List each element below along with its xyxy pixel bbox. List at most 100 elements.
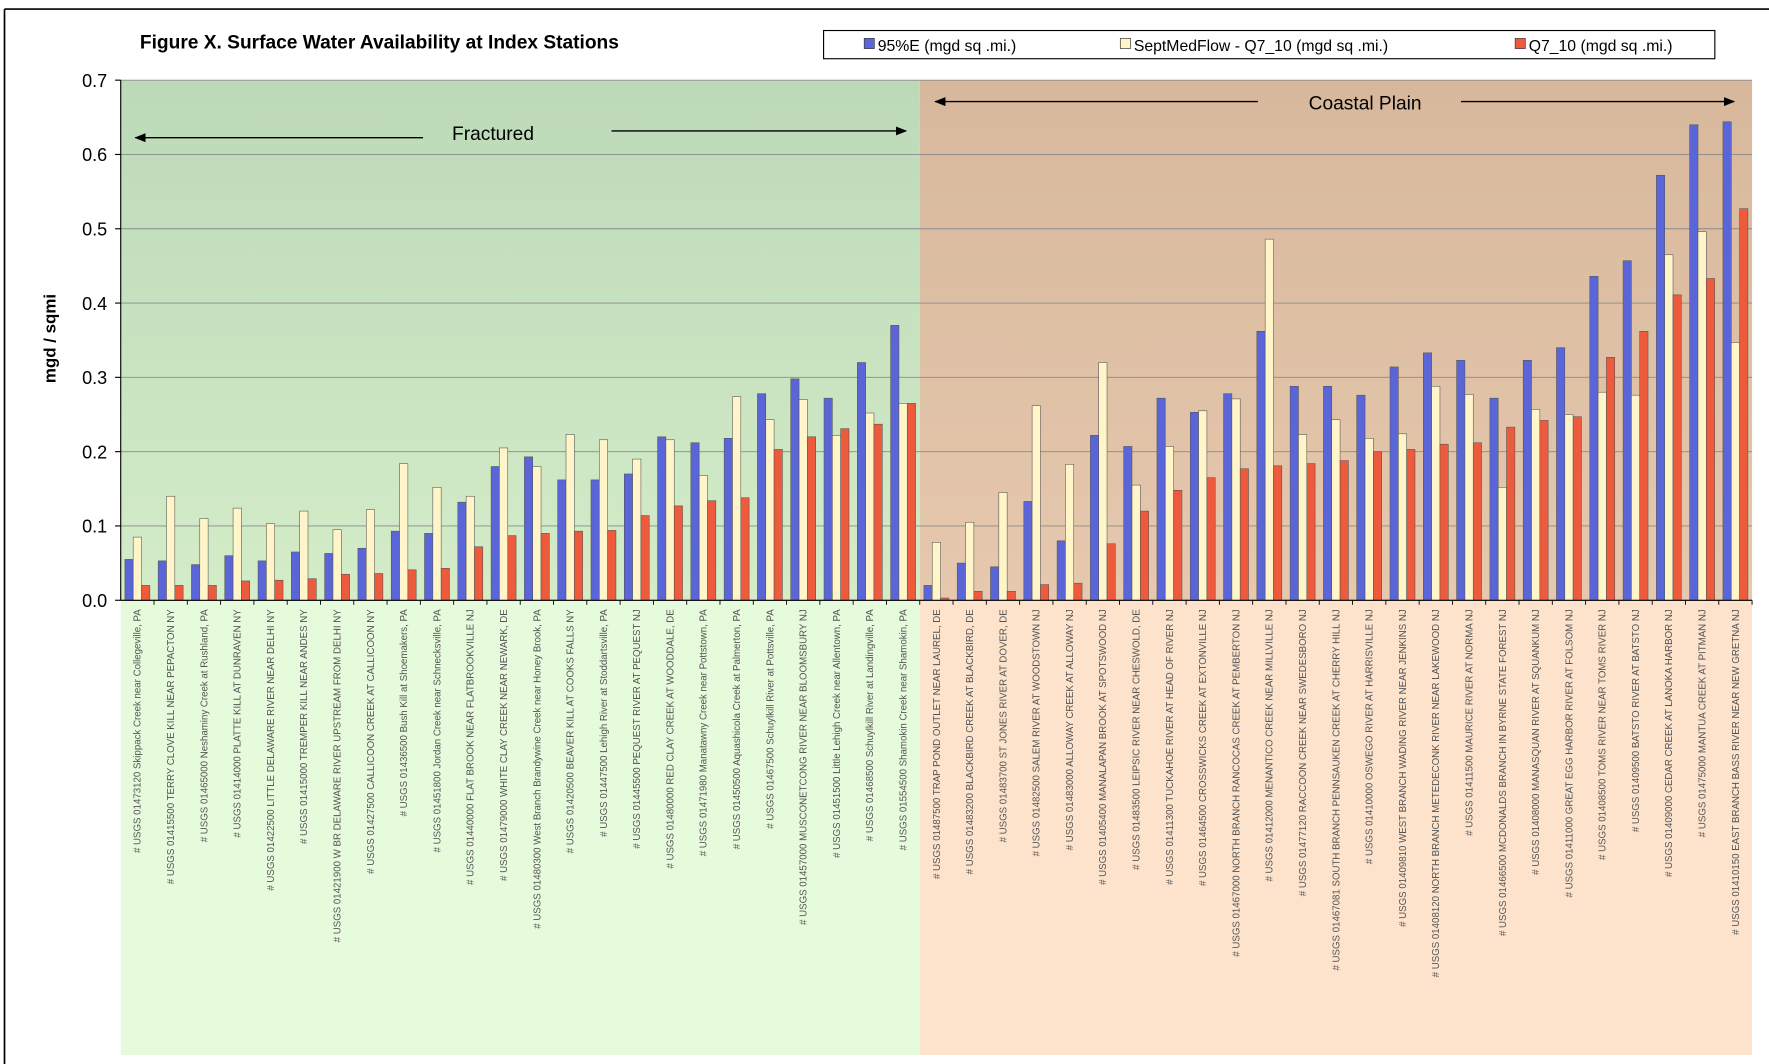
y-axis-label: mgd / sqmi	[40, 294, 59, 383]
bar	[1289, 385, 1299, 601]
x-tick-label: # USGS 01467081 SOUTH BRANCH PENNSAUKEN …	[1331, 609, 1342, 970]
bar	[1131, 484, 1141, 601]
x-tick-label: # USGS 01447500 Lehigh River at Stoddart…	[599, 609, 610, 837]
bar	[1597, 391, 1607, 601]
x-tick-label: # USGS 01483200 BLACKBIRD CREEK AT BLACK…	[965, 609, 976, 875]
region-labels-coastal	[919, 600, 1753, 1055]
bar	[374, 573, 384, 601]
region-labels-fractured	[120, 600, 920, 1055]
bar	[640, 515, 650, 601]
bar	[1156, 397, 1166, 601]
bar	[807, 436, 816, 601]
bar	[332, 529, 342, 601]
bar	[840, 428, 850, 601]
bar	[432, 487, 442, 601]
bar	[873, 423, 883, 601]
x-tick-label: # USGS 01487500 TRAP POND OUTLET NEAR LA…	[932, 609, 943, 879]
bar	[1098, 362, 1108, 601]
x-tick-label: # USGS 01415500 TERRY CLOVE KILL NEAR PE…	[166, 609, 177, 884]
legend-box	[823, 29, 1716, 60]
region-backgrounds	[120, 80, 1753, 1055]
bar	[657, 436, 667, 601]
y-tick-label: 0.0	[82, 591, 107, 611]
bar	[906, 403, 916, 601]
bar	[166, 495, 176, 601]
x-tick-label: # USGS 01466500 MCDONALDS BRANCH IN BYRN…	[1498, 609, 1509, 936]
bar	[507, 535, 517, 601]
x-tick-label: # USGS 01411500 MAURICE RIVER AT NORMA N…	[1464, 609, 1475, 836]
bar	[757, 393, 767, 601]
x-tick-label: # USGS 01554500 Shamokin Creek near Sham…	[898, 609, 909, 851]
x-tick-label: # USGS 01411000 GREAT EGG HARBOR RIVER A…	[1564, 609, 1575, 897]
x-tick-label: # USGS 01421900 W BR DELAWARE RIVER UPST…	[333, 609, 344, 943]
bar	[1165, 446, 1174, 601]
bar	[1073, 582, 1083, 601]
bar	[1656, 174, 1665, 601]
bar	[1464, 394, 1474, 601]
bar	[390, 530, 400, 601]
x-tick-label: # USGS 01415000 TREMPER KILL NEAR ANDES …	[299, 609, 310, 844]
y-tick-label: 0.4	[82, 294, 107, 314]
bar	[990, 566, 1000, 601]
bar	[673, 505, 683, 601]
y-tick-label: 0.7	[82, 71, 107, 91]
bar	[1423, 352, 1432, 601]
bar	[898, 403, 908, 601]
bar	[765, 419, 775, 601]
x-tick-label: # USGS 01411300 TUCKAHOE RIVER AT HEAD O…	[1165, 609, 1176, 885]
x-tick-label: # USGS 01445500 PEQUEST RIVER AT PEQUEST…	[632, 609, 643, 849]
bar	[790, 378, 800, 601]
bar	[798, 399, 808, 601]
bar	[457, 501, 467, 601]
x-tick-label: # USGS 01405400 MANALAPAN BROOK AT SPOTS…	[1098, 609, 1109, 885]
bar	[1398, 433, 1407, 601]
y-tick-label: 0.1	[82, 517, 107, 537]
bar	[931, 542, 941, 601]
annotation: Coastal Plain	[1309, 93, 1422, 114]
bar	[1531, 409, 1541, 601]
bar	[1672, 294, 1682, 601]
bar	[307, 578, 317, 601]
bar	[723, 438, 733, 601]
bar	[124, 559, 134, 601]
bar	[157, 560, 167, 601]
bar	[232, 507, 242, 601]
bar	[224, 555, 234, 601]
axes: 0.0 0.1 0.2 0.3 0.4 0.5 0.6 0.7 # USGS 01473120 …	[82, 71, 1753, 977]
bar	[665, 439, 675, 601]
bar	[174, 585, 184, 601]
bar	[1373, 451, 1382, 601]
bar	[1056, 540, 1066, 601]
bar	[1006, 591, 1016, 601]
bar	[1123, 446, 1133, 601]
bar	[1497, 487, 1507, 601]
bar	[599, 439, 608, 601]
bar	[1631, 394, 1640, 601]
x-tick-label: # USGS 01410150 EAST BRANCH BASS RIVER N…	[1731, 609, 1742, 935]
bar	[923, 585, 933, 601]
bar	[1273, 465, 1283, 601]
bar	[1065, 464, 1075, 601]
bar	[1040, 584, 1050, 601]
bar	[1439, 443, 1449, 601]
x-tick-label: # USGS 01465000 Neshaminy Creek at Rushl…	[199, 609, 210, 843]
x-tick-label: # USGS 01471980 Manatawny Creek near Pot…	[699, 609, 710, 857]
x-tick-label: # USGS 01468500 Schuylkill River at Land…	[865, 609, 876, 841]
bar	[1506, 426, 1516, 601]
annotation: Fractured	[452, 124, 534, 145]
legend-swatch	[1119, 38, 1131, 49]
bar	[257, 560, 267, 601]
bar	[698, 475, 708, 601]
bar	[1572, 416, 1582, 601]
legend-swatch	[1514, 38, 1526, 49]
x-tick-label: # USGS 01451500 Little Lehigh Creek near…	[832, 609, 843, 858]
bar	[490, 466, 500, 601]
bar	[690, 442, 700, 601]
bar	[1364, 438, 1374, 601]
bar	[1189, 411, 1199, 601]
bar	[341, 573, 350, 601]
bar	[1564, 414, 1574, 601]
bar	[274, 579, 284, 601]
bar	[773, 449, 783, 601]
bar	[440, 568, 450, 601]
